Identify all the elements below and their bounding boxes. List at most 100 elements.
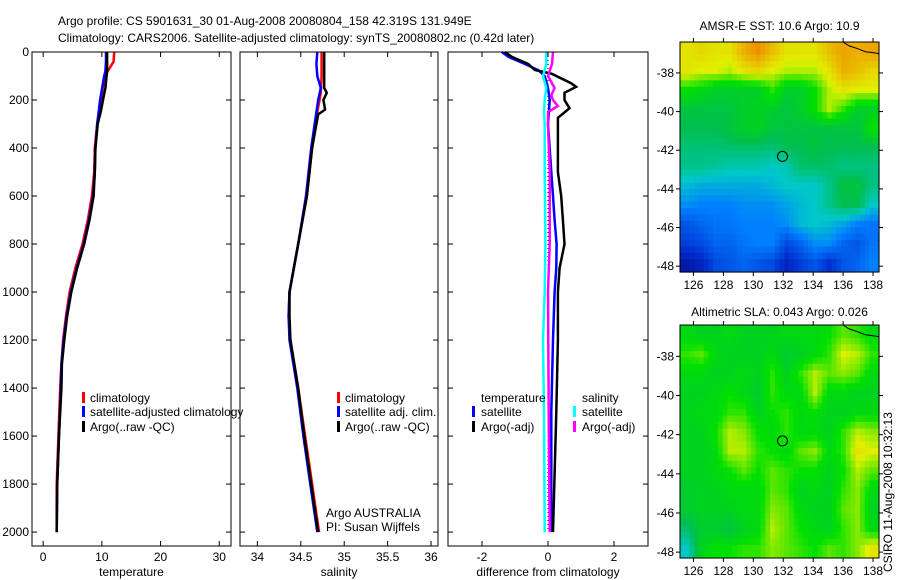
heatmap-cell bbox=[770, 54, 776, 62]
heatmap-cell bbox=[864, 227, 871, 235]
heatmap-cell bbox=[732, 473, 738, 481]
heatmap-cell bbox=[841, 118, 847, 126]
heatmap-cell bbox=[708, 176, 714, 184]
heatmap-cell bbox=[713, 233, 719, 241]
heatmap-cell bbox=[836, 176, 842, 184]
heatmap-cell bbox=[774, 506, 781, 514]
heatmap-cell bbox=[689, 48, 695, 56]
heatmap-cell bbox=[779, 201, 785, 209]
heatmap-cell bbox=[864, 396, 871, 404]
heatmap-cell bbox=[803, 350, 809, 358]
heatmap-cell bbox=[689, 376, 695, 384]
heatmap-cell bbox=[722, 176, 728, 184]
heatmap-cell bbox=[874, 435, 880, 443]
heatmap-cell bbox=[755, 176, 762, 184]
heatmap-cell bbox=[727, 195, 733, 203]
y-tick-label: -44 bbox=[657, 467, 675, 481]
heatmap-cell bbox=[741, 383, 747, 391]
heatmap-cell bbox=[807, 54, 814, 62]
heatmap-cell bbox=[751, 208, 757, 216]
heatmap-cell bbox=[746, 214, 752, 222]
heatmap-cell bbox=[708, 157, 714, 164]
heatmap-cell bbox=[680, 195, 686, 203]
heatmap-cell bbox=[817, 415, 823, 423]
heatmap-cell bbox=[736, 214, 743, 222]
heatmap-cell bbox=[793, 73, 800, 81]
heatmap-cell bbox=[855, 252, 861, 260]
heatmap-cell bbox=[826, 67, 833, 75]
heatmap-cell bbox=[874, 363, 880, 371]
heatmap-cell bbox=[860, 402, 866, 410]
heatmap-cell bbox=[841, 240, 847, 248]
heatmap-cell bbox=[841, 493, 847, 501]
heatmap-cell bbox=[717, 337, 724, 346]
heatmap-cell bbox=[817, 409, 823, 417]
heatmap-cell bbox=[803, 86, 809, 94]
heatmap-cell bbox=[698, 486, 705, 494]
heatmap-cell bbox=[874, 112, 880, 120]
heatmap-cell bbox=[869, 435, 875, 443]
heatmap-cell bbox=[770, 67, 776, 75]
heatmap-cell bbox=[874, 512, 880, 520]
heatmap-cell bbox=[807, 357, 814, 365]
heatmap-cell bbox=[717, 182, 724, 190]
heatmap-cell bbox=[703, 137, 710, 145]
heatmap-cell bbox=[836, 67, 842, 75]
heatmap-cell bbox=[779, 331, 785, 339]
credit-line1: Argo AUSTRALIA bbox=[326, 506, 421, 520]
heatmap-cell bbox=[836, 214, 842, 222]
heatmap-cell bbox=[680, 396, 686, 404]
heatmap-cell bbox=[751, 214, 757, 222]
heatmap-cell bbox=[755, 428, 762, 436]
y-tick-label: -46 bbox=[657, 221, 675, 235]
heatmap-cell bbox=[684, 441, 691, 449]
heatmap-cell bbox=[836, 137, 842, 145]
heatmap-cell bbox=[855, 112, 861, 120]
heatmap-cell bbox=[817, 331, 823, 339]
heatmap-cell bbox=[788, 48, 795, 56]
heatmap-cell bbox=[845, 499, 852, 507]
heatmap-cell bbox=[684, 48, 691, 56]
heatmap-cell bbox=[732, 182, 738, 190]
heatmap-cell bbox=[732, 363, 738, 371]
heatmap-cell bbox=[850, 506, 856, 514]
heatmap-cell bbox=[784, 61, 790, 69]
heatmap-cell bbox=[698, 125, 705, 133]
heatmap-cell bbox=[741, 112, 747, 120]
heatmap-cell bbox=[732, 80, 738, 88]
x-tick-label: 0 bbox=[40, 550, 47, 564]
heatmap-cell bbox=[770, 363, 776, 371]
heatmap-cell bbox=[727, 363, 733, 371]
heatmap-cell bbox=[864, 169, 871, 177]
heatmap-cell bbox=[836, 61, 842, 69]
heatmap-cell bbox=[860, 61, 866, 69]
heatmap-cell bbox=[822, 131, 828, 139]
heatmap-cell bbox=[732, 331, 738, 339]
heatmap-cell bbox=[760, 422, 766, 430]
heatmap-cell bbox=[736, 486, 743, 494]
heatmap-cell bbox=[836, 499, 842, 507]
heatmap-cell bbox=[831, 376, 837, 384]
heatmap-cell bbox=[784, 233, 790, 241]
heatmap-cell bbox=[841, 370, 847, 378]
heatmap-cell bbox=[717, 144, 724, 152]
heatmap-cell bbox=[774, 131, 781, 139]
heatmap-cell bbox=[788, 169, 795, 177]
heatmap-cell bbox=[694, 182, 700, 190]
heatmap-cell bbox=[779, 188, 785, 196]
heatmap-cell bbox=[807, 376, 814, 384]
heatmap-cell bbox=[826, 480, 833, 488]
heatmap-cell bbox=[751, 499, 757, 507]
heatmap-cell bbox=[703, 131, 710, 139]
heatmap-cell bbox=[708, 86, 714, 94]
heatmap-cell bbox=[746, 389, 752, 397]
heatmap-cell bbox=[703, 383, 710, 391]
heatmap-cell bbox=[784, 80, 790, 88]
heatmap-cell bbox=[874, 460, 880, 468]
heatmap-cell bbox=[793, 435, 800, 443]
heatmap-cell bbox=[732, 551, 738, 559]
heatmap-cell bbox=[869, 499, 875, 507]
heatmap-cell bbox=[855, 150, 861, 158]
heatmap-cell bbox=[869, 227, 875, 235]
heatmap-cell bbox=[765, 460, 771, 468]
